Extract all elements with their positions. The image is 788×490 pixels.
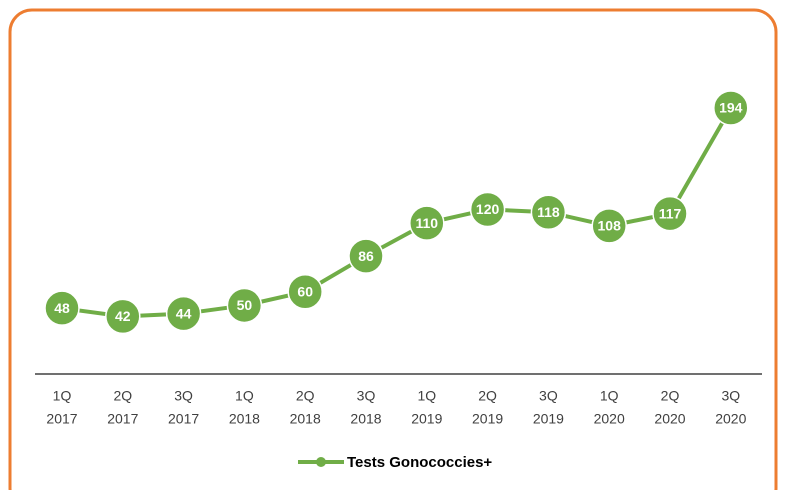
x-tick-label: 2018 xyxy=(229,411,260,427)
point xyxy=(165,295,202,332)
point xyxy=(409,205,445,241)
data-label: 48 xyxy=(54,300,70,316)
x-tick-label: 2Q xyxy=(661,388,680,404)
x-tick-label: 2019 xyxy=(472,411,503,427)
x-tick-label: 2017 xyxy=(46,411,77,427)
x-tick-label: 2019 xyxy=(411,411,442,427)
legend-marker xyxy=(316,457,326,467)
x-tick-label: 1Q xyxy=(235,388,254,404)
point xyxy=(226,287,263,324)
x-tick-label: 3Q xyxy=(174,388,193,404)
data-label: 60 xyxy=(297,283,313,299)
x-tick-label: 2020 xyxy=(654,411,685,427)
legend-label: Tests Gonococcies+ xyxy=(347,454,492,471)
data-label: 117 xyxy=(659,205,682,221)
point xyxy=(469,191,506,228)
point xyxy=(713,90,749,126)
point xyxy=(105,298,141,335)
point xyxy=(44,290,80,326)
data-label: 86 xyxy=(358,248,374,264)
point xyxy=(348,238,384,274)
x-tick-label: 2Q xyxy=(478,388,497,404)
x-tick-label: 2020 xyxy=(715,411,746,427)
x-tick-label: 2Q xyxy=(296,388,315,404)
data-label: 194 xyxy=(719,100,743,116)
data-label: 44 xyxy=(176,305,192,321)
point xyxy=(530,194,567,230)
data-label: 118 xyxy=(537,204,560,220)
x-tick-label: 2018 xyxy=(350,411,381,427)
frame xyxy=(8,8,778,490)
x-tick-label: 2017 xyxy=(107,411,138,427)
data-label: 108 xyxy=(598,218,622,234)
x-tick-label: 2020 xyxy=(594,411,625,427)
x-tick-label: 2018 xyxy=(290,411,321,427)
data-label: 120 xyxy=(476,201,500,217)
x-tick-label: 1Q xyxy=(600,388,619,404)
point xyxy=(591,208,627,244)
data-label: 50 xyxy=(237,297,253,313)
x-tick-label: 1Q xyxy=(417,388,436,404)
point xyxy=(287,273,323,310)
x-tick-label: 3Q xyxy=(721,388,740,404)
x-tick-label: 2017 xyxy=(168,411,199,427)
x-tick-label: 2Q xyxy=(113,388,132,404)
data-label: 110 xyxy=(416,215,439,231)
x-tick-label: 3Q xyxy=(357,388,376,404)
point xyxy=(652,195,688,232)
x-tick-label: 2019 xyxy=(533,411,564,427)
data-label: 42 xyxy=(115,308,131,324)
x-tick-label: 1Q xyxy=(53,388,72,404)
x-tick-label: 3Q xyxy=(539,388,558,404)
